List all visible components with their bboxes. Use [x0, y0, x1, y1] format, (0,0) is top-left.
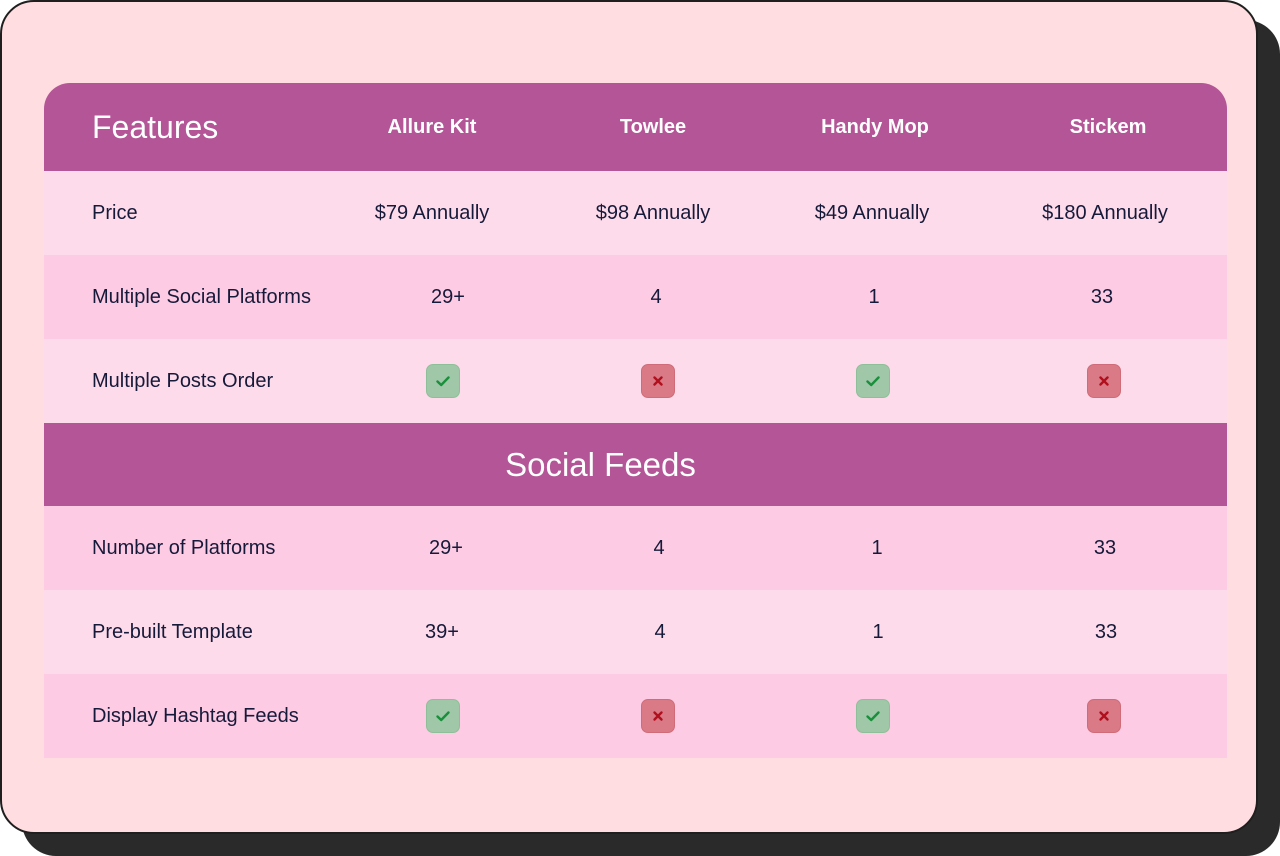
cell-value: 33	[1090, 285, 1114, 308]
cell-value: 33	[1093, 536, 1117, 559]
row-label: Multiple Social Platforms	[92, 285, 311, 308]
row-label: Number of Platforms	[92, 536, 276, 559]
table-row: Number of Platforms 29+ 4 1 33	[44, 506, 1227, 590]
row-label: Price	[92, 201, 138, 224]
cell-value: 4	[650, 285, 662, 308]
table-row: Display Hashtag Feeds	[44, 674, 1227, 758]
row-label: Multiple Posts Order	[92, 369, 274, 392]
table-row: Multiple Posts Order	[44, 339, 1227, 423]
cell-value: 29+	[429, 536, 463, 559]
cell-value: 4	[654, 620, 666, 643]
cell-status	[562, 339, 754, 423]
product-towlee: Towlee	[619, 115, 687, 138]
cell-status	[1008, 674, 1200, 758]
table-row: Price $79 Annually $98 Annually $49 Annu…	[44, 171, 1227, 255]
features-heading: Features	[92, 108, 219, 145]
cell-value: $98 Annually	[595, 201, 711, 224]
cell-status	[777, 674, 969, 758]
close-icon	[641, 364, 675, 398]
product-handy-mop: Handy Mop	[821, 115, 929, 138]
cell-value: 29+	[431, 285, 465, 308]
cell-value: $180 Annually	[1042, 201, 1168, 224]
close-icon	[641, 699, 675, 733]
check-icon	[856, 364, 890, 398]
cell-value: 39+	[425, 620, 459, 643]
close-icon	[1087, 699, 1121, 733]
cell-value: 1	[872, 620, 884, 643]
section-title: Social Feeds	[505, 445, 696, 483]
comparison-table: Features Allure Kit Towlee Handy Mop Sti…	[44, 83, 1227, 758]
cell-value: 1	[871, 536, 883, 559]
cell-status	[562, 674, 754, 758]
close-icon	[1087, 364, 1121, 398]
cell-value: 1	[868, 285, 880, 308]
product-allure-kit: Allure Kit	[387, 115, 477, 138]
table-header: Features Allure Kit Towlee Handy Mop Sti…	[44, 83, 1227, 171]
cell-value: 4	[653, 536, 665, 559]
check-icon	[426, 364, 460, 398]
cell-value: $49 Annually	[814, 201, 930, 224]
table-row: Pre-built Template 39+ 4 1 33	[44, 590, 1227, 674]
cell-status	[777, 339, 969, 423]
row-label: Pre-built Template	[92, 620, 253, 643]
comparison-card: Features Allure Kit Towlee Handy Mop Sti…	[0, 0, 1258, 834]
table-row: Multiple Social Platforms 29+ 4 1 33	[44, 255, 1227, 339]
section-header: Social Feeds	[44, 423, 1227, 506]
check-icon	[426, 699, 460, 733]
product-stickem: Stickem	[1069, 115, 1147, 138]
cell-status	[1008, 339, 1200, 423]
cell-value: $79 Annually	[374, 201, 490, 224]
cell-status	[347, 674, 539, 758]
cell-status	[347, 339, 539, 423]
row-label: Display Hashtag Feeds	[92, 704, 299, 727]
cell-value: 33	[1094, 620, 1118, 643]
check-icon	[856, 699, 890, 733]
